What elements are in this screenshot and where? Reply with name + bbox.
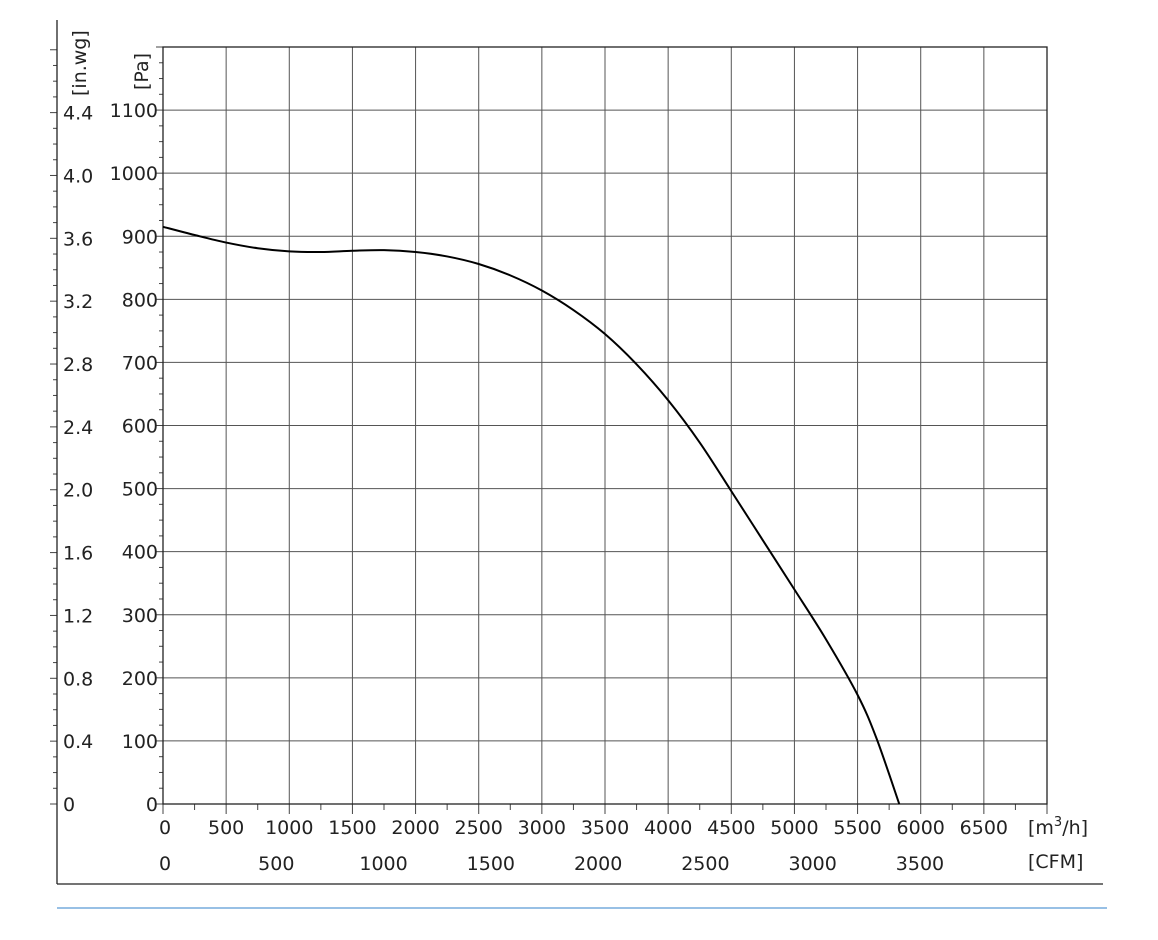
x-tick-label-cfm-6: 3000 xyxy=(788,853,836,875)
x-tick-label-cfm-0: 0 xyxy=(159,853,171,875)
y-tick-labels-pa: 0 100 200 300 400 500 600 700 800 900 1000 1100 xyxy=(110,100,158,816)
x-tick-labels-cfm: 0 500 1000 1500 2000 2500 3000 3500 xyxy=(159,853,944,875)
x-tick-label-cfm-1: 500 xyxy=(258,853,294,875)
y-tick-label-inwg-1: 0.4 xyxy=(63,731,93,753)
performance-curve xyxy=(162,225,901,805)
y-tick-label-inwg-3: 1.2 xyxy=(63,605,93,627)
x-tick-label-m3h-5: 2500 xyxy=(455,817,503,839)
grid-lines xyxy=(163,47,1047,804)
x-primary-unit-label: [m3/h] xyxy=(1028,815,1088,839)
x-tick-label-m3h-9: 4500 xyxy=(707,817,755,839)
y-tick-label-inwg-8: 3.2 xyxy=(63,291,93,313)
x-tick-label-m3h-4: 2000 xyxy=(391,817,439,839)
y-tick-label-pa-9: 900 xyxy=(122,226,158,248)
y-tick-label-pa-7: 700 xyxy=(122,352,158,374)
y-tick-label-pa-4: 400 xyxy=(122,542,158,564)
y-tick-label-inwg-9: 3.6 xyxy=(63,228,93,250)
y-tick-label-inwg-4: 1.6 xyxy=(63,543,93,565)
y-primary-unit-label: [Pa] xyxy=(131,53,153,90)
performance-curve-layer xyxy=(162,225,901,805)
y-tick-label-pa-6: 600 xyxy=(122,416,158,438)
x-tick-label-cfm-2: 1000 xyxy=(359,853,407,875)
y-tick-label-pa-8: 800 xyxy=(122,289,158,311)
x-tick-label-m3h-13: 6500 xyxy=(960,817,1008,839)
y-tick-label-pa-11: 1100 xyxy=(110,100,158,122)
y-tick-label-pa-5: 500 xyxy=(122,479,158,501)
x-tick-label-m3h-11: 5500 xyxy=(833,817,881,839)
y-tick-label-pa-3: 300 xyxy=(122,605,158,627)
y-tick-label-inwg-7: 2.8 xyxy=(63,354,93,376)
y-tick-label-pa-2: 200 xyxy=(122,668,158,690)
x-tick-label-m3h-0: 0 xyxy=(159,817,171,839)
x-tick-label-m3h-12: 6000 xyxy=(897,817,945,839)
x-secondary-unit-label: [CFM] xyxy=(1028,851,1083,873)
y-secondary-unit-label: [in.wg] xyxy=(69,30,91,96)
y-tick-label-pa-0: 0 xyxy=(146,794,158,816)
x-tick-label-cfm-3: 1500 xyxy=(467,853,515,875)
x-tick-label-m3h-10: 5000 xyxy=(770,817,818,839)
y-tick-label-inwg-0: 0 xyxy=(63,794,75,816)
y-tick-label-inwg-5: 2.0 xyxy=(63,480,93,502)
x-tick-label-m3h-8: 4000 xyxy=(644,817,692,839)
x-tick-label-m3h-6: 3000 xyxy=(518,817,566,839)
x-tick-label-m3h-3: 1500 xyxy=(328,817,376,839)
x-tick-label-m3h-2: 1000 xyxy=(265,817,313,839)
y-tick-label-inwg-11: 4.4 xyxy=(63,103,93,125)
x-tick-label-m3h-7: 3500 xyxy=(581,817,629,839)
x-tick-label-cfm-5: 2500 xyxy=(681,853,729,875)
axes-frame xyxy=(56,20,1107,909)
y-tick-label-inwg-2: 0.8 xyxy=(63,668,93,690)
minor-ticks xyxy=(50,46,1048,814)
plot-area-border xyxy=(162,46,1048,805)
x-tick-label-cfm-4: 2000 xyxy=(574,853,622,875)
y-tick-label-pa-1: 100 xyxy=(122,731,158,753)
y-tick-label-pa-10: 1000 xyxy=(110,163,158,185)
y-tick-labels-inwg: 0 0.4 0.8 1.2 1.6 2.0 2.4 2.8 3.2 3.6 4.0 4.4 xyxy=(63,103,93,816)
x-tick-labels-m3h: 0 500 1000 1500 2000 2500 3000 3500 4000 4500 5000… xyxy=(159,817,1008,839)
x-tick-label-m3h-1: 500 xyxy=(208,817,244,839)
y-tick-label-inwg-10: 4.0 xyxy=(63,165,93,187)
y-tick-label-inwg-6: 2.4 xyxy=(63,417,93,439)
x-tick-label-cfm-7: 3500 xyxy=(896,853,944,875)
